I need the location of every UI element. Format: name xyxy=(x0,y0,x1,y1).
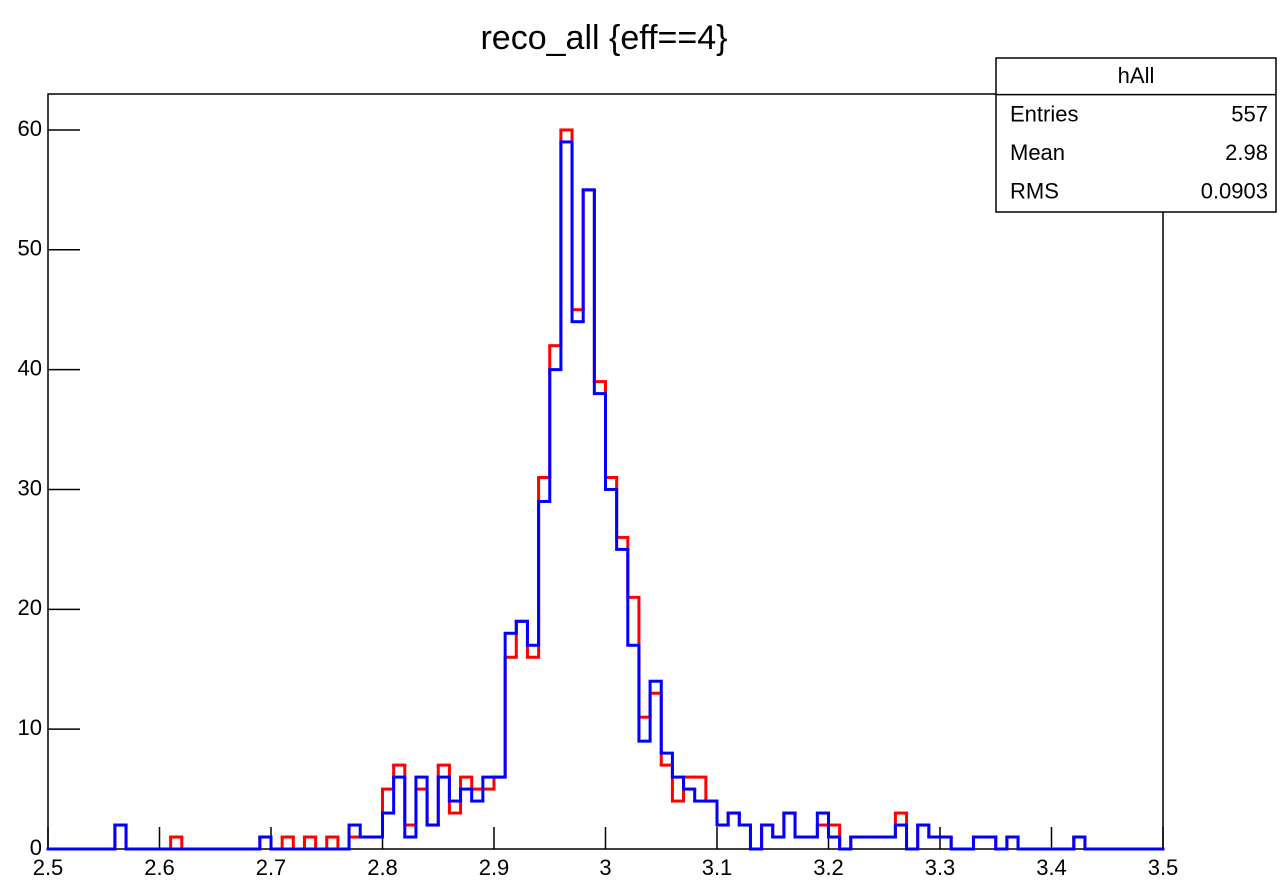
stats-label: Entries xyxy=(1010,102,1078,127)
y-tick-label: 30 xyxy=(18,475,42,500)
stats-value: 557 xyxy=(1231,102,1268,127)
stats-box xyxy=(995,57,1277,213)
y-tick-label: 60 xyxy=(18,116,42,141)
x-tick-label: 3.2 xyxy=(813,855,844,880)
x-tick-label: 2.6 xyxy=(144,855,175,880)
chart-title: reco_all {eff==4} xyxy=(480,19,727,57)
x-tick-label: 3.5 xyxy=(1148,855,1179,880)
stats-label: Mean xyxy=(1010,140,1065,165)
x-tick-label: 2.8 xyxy=(367,855,398,880)
stats-label: RMS xyxy=(1010,179,1059,204)
x-tick-label: 3.1 xyxy=(702,855,733,880)
x-tick-label: 2.9 xyxy=(479,855,510,880)
y-tick-label: 50 xyxy=(18,236,42,261)
x-tick-label: 2.5 xyxy=(33,855,64,880)
x-tick-label: 2.7 xyxy=(256,855,287,880)
y-tick-label: 0 xyxy=(30,835,42,860)
stats-value: 2.98 xyxy=(1225,140,1268,165)
y-tick-label: 10 xyxy=(18,715,42,740)
stats-title: hAll xyxy=(1118,63,1155,88)
x-tick-label: 3 xyxy=(599,855,611,880)
x-tick-label: 3.4 xyxy=(1036,855,1067,880)
stats-value: 0.0903 xyxy=(1201,179,1268,204)
y-tick-label: 40 xyxy=(18,355,42,380)
y-tick-label: 20 xyxy=(18,595,42,620)
x-tick-label: 3.3 xyxy=(925,855,956,880)
